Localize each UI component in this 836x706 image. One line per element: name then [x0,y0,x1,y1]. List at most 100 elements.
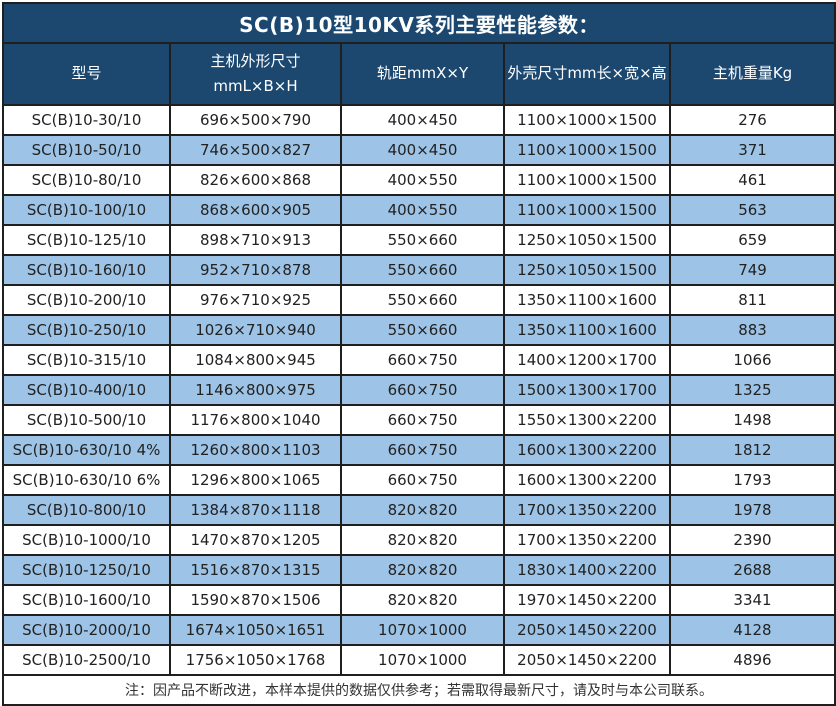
table-cell: 1700×1350×2200 [503,494,671,526]
table-cell: 898×710×913 [169,224,342,256]
table-cell: SC(B)10-315/10 [2,344,171,376]
table-cell: 371 [668,134,836,166]
table-cell: 400×550 [340,164,505,196]
footnote-text: 注：因产品不断改进，本样本提供的数据仅供参考；若需取得最新尺寸，请及时与本公司联… [1,674,836,706]
table-cell: 1250×1050×1500 [503,254,671,286]
table-cell: 1516×870×1315 [169,554,342,586]
table-cell: 1176×800×1040 [169,404,342,436]
table-cell: SC(B)10-500/10 [2,404,171,436]
table-cell: 2050×1450×2200 [503,614,671,646]
table-cell: 1146×800×975 [169,374,342,406]
table-cell: 550×660 [340,314,505,346]
table-cell: SC(B)10-125/10 [2,224,171,256]
table-cell: 660×750 [340,464,505,496]
table-cell: 820×820 [340,494,505,526]
table-cell: SC(B)10-100/10 [2,194,171,226]
table-cell: 1470×870×1205 [169,524,342,556]
table-cell: 1100×1000×1500 [503,194,671,226]
table-cell: SC(B)10-200/10 [2,284,171,316]
table-cell: 820×820 [340,584,505,616]
table-row: SC(B)10-1600/10 1590×870×1506 820×820 1970×… [2,584,836,616]
table-cell: 976×710×925 [169,284,342,316]
table-cell: 746×500×827 [169,134,342,166]
table-cell: SC(B)10-160/10 [2,254,171,286]
footnote-row: 注：因产品不断改进，本样本提供的数据仅供参考；若需取得最新尺寸，请及时与本公司联… [1,674,836,706]
table-cell: 1100×1000×1500 [503,134,671,166]
table-header-row: 型号 主机外形尺寸 mmL×B×H 轨距mmX×Y 外壳尺寸mm长×宽×高 主机重… [2,42,836,106]
table-cell: 1350×1100×1600 [503,314,671,346]
col-header-dimensions-line1: 主机外形尺寸 [210,51,301,70]
table-row: SC(B)10-315/10 1084×800×945 660×750 1400×12… [2,344,836,376]
table-cell: 1978 [668,494,836,526]
table-cell: 1700×1350×2200 [503,524,671,556]
table-row: SC(B)10-630/10 4% 1260×800×1103 660×750 160… [2,434,836,466]
title-bar: SC(B)10型10KV系列主要性能参数： [1,2,836,44]
table-cell: 1498 [668,404,836,436]
table-row: SC(B)10-160/10 952×710×878 550×660 1250×105… [2,254,836,286]
table-cell: 820×820 [340,524,505,556]
table-row: SC(B)10-630/10 6% 1296×800×1065 660×750 160… [2,464,836,496]
col-header-model: 型号 [2,42,171,106]
table-cell: 1100×1000×1500 [503,104,671,136]
table-cell: SC(B)10-2000/10 [2,614,171,646]
table-cell: 4128 [668,614,836,646]
table-cell: SC(B)10-630/10 6% [2,464,171,496]
table-cell: 550×660 [340,254,505,286]
col-header-weight: 主机重量Kg [668,42,836,106]
table-cell: 1812 [668,434,836,466]
table-row: SC(B)10-125/10 898×710×913 550×660 1250×105… [2,224,836,256]
table-cell: 1350×1100×1600 [503,284,671,316]
table-cell: 826×600×868 [169,164,342,196]
table-row: SC(B)10-50/10 746×500×827 400×450 1100×1000… [2,134,836,166]
table-cell: 1830×1400×2200 [503,554,671,586]
table-cell: 1296×800×1065 [169,464,342,496]
table-row: SC(B)10-2500/10 1756×1050×1768 1070×1000 20… [2,644,836,676]
table-row: SC(B)10-1000/10 1470×870×1205 820×820 1700×… [2,524,836,556]
table-cell: 400×550 [340,194,505,226]
table-cell: 660×750 [340,344,505,376]
table-cell: 1550×1300×2200 [503,404,671,436]
table-cell: 1070×1000 [340,614,505,646]
table-row: SC(B)10-80/10 826×600×868 400×550 1100×1000… [2,164,836,196]
table-cell: SC(B)10-400/10 [2,374,171,406]
table-row: SC(B)10-400/10 1146×800×975 660×750 1500×13… [2,374,836,406]
table-row: SC(B)10-100/10 868×600×905 400×550 1100×100… [2,194,836,226]
table-cell: 1066 [668,344,836,376]
table-cell: 400×450 [340,104,505,136]
table-cell: 550×660 [340,284,505,316]
table-row: SC(B)10-30/10 696×500×790 400×450 1100×1000… [2,104,836,136]
col-header-shell-size: 外壳尺寸mm长×宽×高 [503,42,671,106]
table-cell: 400×450 [340,134,505,166]
table-body: SC(B)10-30/10 696×500×790 400×450 1100×1000… [2,104,836,676]
table-cell: 1084×800×945 [169,344,342,376]
table-cell: SC(B)10-630/10 4% [2,434,171,466]
table-cell: SC(B)10-50/10 [2,134,171,166]
table-cell: 1793 [668,464,836,496]
table-cell: 660×750 [340,434,505,466]
table-cell: 659 [668,224,836,256]
table-row: SC(B)10-200/10 976×710×925 550×660 1350×110… [2,284,836,316]
table-cell: 1590×870×1506 [169,584,342,616]
table-cell: 1400×1200×1700 [503,344,671,376]
table-cell: 811 [668,284,836,316]
table-cell: 563 [668,194,836,226]
table-cell: SC(B)10-1600/10 [2,584,171,616]
table-cell: SC(B)10-30/10 [2,104,171,136]
table-cell: 1325 [668,374,836,406]
col-header-dimensions-line2: mmL×B×H [213,77,298,95]
page-title: SC(B)10型10KV系列主要性能参数： [1,2,836,44]
table-cell: 550×660 [340,224,505,256]
table-cell: 1384×870×1118 [169,494,342,526]
table-cell: 2390 [668,524,836,556]
table-cell: 749 [668,254,836,286]
table-cell: SC(B)10-2500/10 [2,644,171,676]
table-cell: 2688 [668,554,836,586]
table-cell: 696×500×790 [169,104,342,136]
table-cell: SC(B)10-80/10 [2,164,171,196]
table-cell: 1260×800×1103 [169,434,342,466]
table-cell: SC(B)10-1000/10 [2,524,171,556]
table-cell: 660×750 [340,374,505,406]
table-cell: 660×750 [340,404,505,436]
table-cell: 1600×1300×2200 [503,464,671,496]
